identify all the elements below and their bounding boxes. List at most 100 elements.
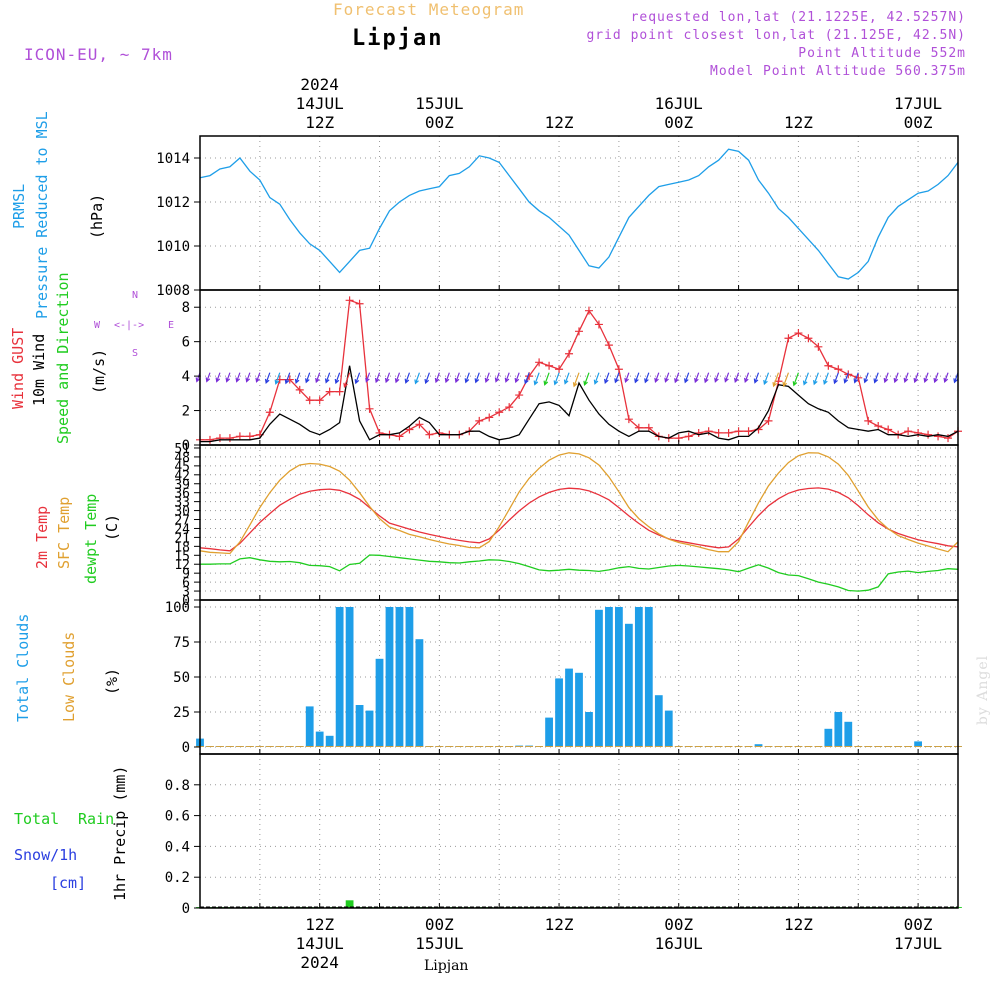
wind-direction-arrow — [763, 372, 770, 386]
wind-direction-arrow — [324, 372, 331, 384]
chart-title: Forecast Meteogram — [333, 0, 525, 19]
wind-direction-arrow — [334, 372, 341, 385]
bar-total-clouds — [415, 639, 424, 747]
wind-direction-arrow — [424, 372, 430, 385]
wind-direction-arrow — [772, 372, 780, 388]
bar-total-clouds — [375, 658, 384, 747]
compass-s: S — [132, 348, 139, 359]
wind-direction-arrow — [593, 372, 600, 385]
time-label-top: 12Z — [305, 113, 334, 132]
bar-baseline — [904, 746, 913, 747]
gust-marker — [235, 432, 244, 441]
wind-direction-arrow — [404, 372, 411, 384]
y-tick-label: 50 — [173, 670, 190, 686]
bar-baseline — [654, 746, 663, 747]
panel-frame — [199, 289, 959, 446]
gust-marker — [505, 403, 514, 412]
y-tick-label: 0.4 — [165, 839, 190, 855]
bar-baseline — [744, 746, 753, 747]
bar-total-clouds — [615, 607, 623, 747]
wind-direction-arrow — [255, 372, 261, 383]
wind-direction-arrow — [354, 372, 361, 385]
bar-baseline — [894, 746, 903, 747]
bar-baseline — [555, 746, 563, 747]
time-label-top: 14JUL — [296, 94, 344, 113]
bar-baseline — [934, 746, 942, 747]
gust-marker — [215, 434, 224, 443]
compass-w: W — [94, 320, 101, 331]
temp-label-sfc: SFC Temp — [55, 496, 73, 569]
bar-total-clouds — [545, 717, 553, 747]
bar-baseline — [495, 746, 504, 747]
time-label-bottom: 00Z — [425, 915, 454, 934]
bar-baseline — [505, 746, 514, 747]
bar-baseline — [445, 746, 454, 747]
wind-direction-arrow — [444, 372, 450, 384]
y-tick-label: 27 — [174, 514, 190, 529]
gust-marker — [295, 385, 304, 394]
wind-direction-arrow — [264, 372, 271, 384]
gust-marker — [634, 423, 643, 432]
wind-direction-arrow — [474, 372, 480, 384]
gust-marker — [644, 423, 653, 432]
wind-direction-arrow — [903, 372, 909, 384]
gust-marker — [614, 365, 623, 374]
bar-baseline — [704, 746, 713, 747]
bar-baseline — [774, 746, 783, 747]
wind-direction-arrow — [853, 372, 859, 384]
wind-direction-arrow — [235, 372, 241, 383]
panel-frame — [199, 753, 959, 909]
bar-baseline — [674, 746, 683, 747]
gust-marker — [874, 422, 883, 431]
y-tick-label: 0.2 — [165, 870, 190, 886]
series-wind-gust — [200, 299, 959, 441]
y-tick-label: 33 — [174, 496, 190, 511]
bar-baseline — [595, 746, 603, 747]
y-tick-label: 48 — [174, 451, 190, 466]
bar-total-clouds — [335, 607, 344, 747]
bar-total-clouds — [624, 623, 633, 747]
bar-total-clouds — [575, 672, 583, 747]
bar-total-clouds — [654, 695, 663, 747]
gust-marker — [425, 430, 434, 439]
compass-n: N — [132, 290, 139, 301]
gust-marker — [555, 365, 564, 374]
y-tick-label: 9 — [182, 567, 190, 582]
bar-total-clouds — [644, 607, 653, 747]
wind-direction-arrow — [543, 372, 550, 386]
wind-direction-arrow — [913, 372, 919, 384]
wind-direction-arrow — [464, 372, 470, 384]
gust-marker — [824, 361, 833, 370]
bar-total-clouds — [824, 728, 833, 747]
gust-marker — [575, 327, 583, 336]
wind-direction-arrow — [664, 372, 670, 383]
time-label-top: 00Z — [904, 113, 933, 132]
wind-direction-arrow — [414, 372, 420, 385]
time-label-top: 2024 — [300, 75, 339, 94]
bar-total-clouds — [595, 609, 603, 747]
precip-label-total: Total — [14, 810, 60, 828]
gust-marker — [435, 428, 444, 437]
time-label-bottom: 16JUL — [655, 934, 703, 953]
bar-total-clouds — [315, 731, 324, 747]
y-tick-label: 30 — [174, 505, 190, 520]
bar-baseline — [794, 746, 803, 747]
wind-direction-arrow — [644, 372, 650, 384]
pressure-panel — [199, 148, 959, 280]
time-label-bottom: 00Z — [904, 915, 933, 934]
gust-marker — [884, 425, 893, 434]
time-label-top: 16JUL — [655, 94, 703, 113]
clouds-panel — [196, 607, 962, 747]
wind-direction-arrow — [823, 372, 829, 385]
wind-direction-arrow — [923, 372, 929, 384]
clouds-unit: (%) — [103, 667, 121, 695]
y-tick-label: 42 — [174, 469, 190, 484]
bar-baseline — [425, 746, 434, 747]
bar-baseline — [615, 746, 623, 747]
pressure-unit: (hPa) — [88, 193, 106, 239]
y-tick-label: 1008 — [156, 283, 190, 299]
bar-baseline — [285, 746, 294, 747]
wind-direction-arrow — [294, 372, 301, 384]
gust-marker — [325, 387, 334, 396]
